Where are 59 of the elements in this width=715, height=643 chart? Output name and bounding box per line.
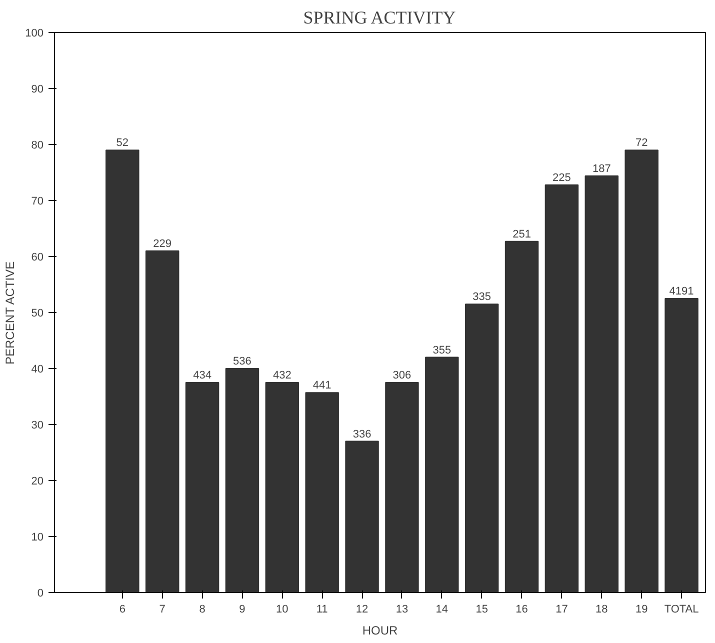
y-tick-label: 50: [31, 308, 44, 320]
x-tick-label: 11: [316, 604, 328, 616]
y-tick-label: 30: [31, 420, 44, 432]
annotation: 335: [472, 291, 492, 304]
bar: [225, 368, 260, 592]
bar: [464, 304, 499, 592]
x-tick-label: 7: [159, 604, 166, 616]
x-tick-label: 15: [476, 604, 488, 616]
x-axis-title: HOUR: [362, 624, 398, 638]
bar: [185, 382, 220, 592]
x-tick-label: 12: [356, 604, 368, 616]
annotation: 336: [352, 428, 372, 440]
x-tick-label: 10: [276, 604, 288, 616]
y-tick-label: 20: [31, 476, 44, 488]
bar: [385, 382, 419, 592]
x-tick-label: 17: [556, 604, 568, 616]
x-tick-label: 8: [199, 604, 206, 616]
annotation: 306: [392, 370, 412, 382]
annotation: 187: [592, 162, 611, 175]
x-tick-label: 19: [635, 604, 648, 616]
annotation: 441: [312, 380, 332, 392]
x-tick-label: 16: [516, 604, 528, 616]
y-tick-label: 100: [25, 28, 44, 40]
x-tick-label: 14: [436, 604, 448, 616]
bar: [624, 150, 658, 592]
y-axis-title: PERCENT ACTIVE: [3, 261, 18, 365]
bar: [265, 382, 300, 592]
y-tick-label: 90: [31, 84, 44, 96]
y-tick-label: 70: [31, 196, 44, 208]
bar: [345, 440, 379, 592]
bar: [664, 298, 698, 592]
x-tick-label: TOTAL: [664, 604, 699, 616]
y-tick-label: 80: [31, 140, 44, 152]
y-tick-label: 10: [31, 532, 44, 544]
annotation: 434: [193, 370, 212, 382]
y-tick-label: 0: [37, 588, 44, 600]
annotation: 225: [552, 172, 571, 184]
annotation: 72: [635, 137, 648, 150]
annotation: 432: [272, 370, 292, 382]
bar: [305, 392, 339, 592]
annotation: 4191: [669, 286, 694, 298]
annotation: 52: [116, 137, 129, 150]
y-tick-label: 40: [31, 364, 44, 376]
x-tick-label: 18: [596, 604, 608, 616]
chart-title: SPRING ACTIVITY: [303, 8, 456, 28]
annotation: 536: [233, 356, 252, 368]
bar: [584, 175, 619, 592]
x-tick-label: 9: [239, 604, 246, 616]
bar: [504, 240, 539, 592]
annotation: 229: [153, 238, 172, 250]
y-tick-label: 60: [31, 252, 44, 264]
annotation: 251: [512, 228, 531, 240]
bar: [145, 250, 180, 592]
bar: [425, 356, 459, 592]
bar: [544, 184, 579, 592]
x-tick-label: 6: [119, 604, 126, 616]
bar: [106, 150, 140, 592]
annotation: 355: [432, 344, 452, 356]
x-tick-label: 13: [396, 604, 408, 616]
